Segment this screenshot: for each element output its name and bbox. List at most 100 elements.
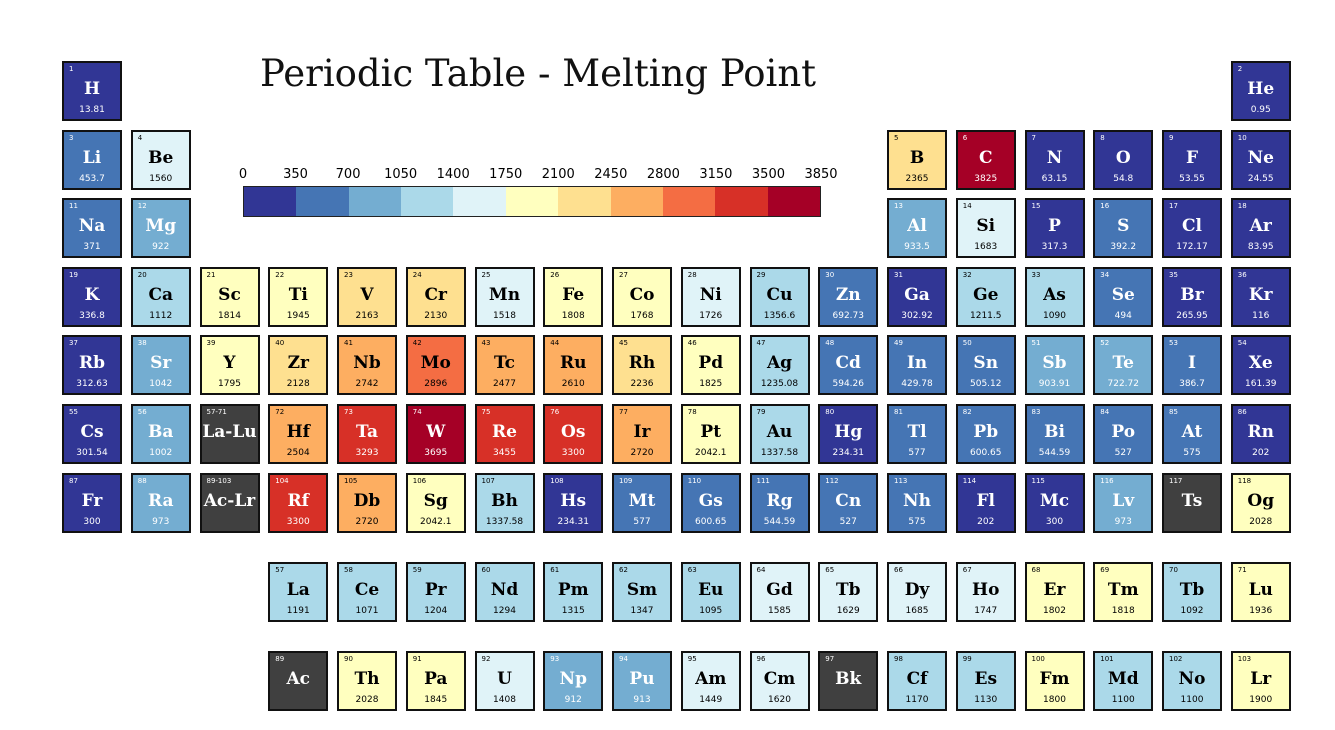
element-number: 29	[756, 270, 766, 279]
element-number: 23	[344, 270, 353, 279]
element-number: 7	[1031, 133, 1036, 142]
element-cell: 108 Hs 234.31	[543, 472, 604, 533]
element-symbol: Th	[354, 669, 380, 689]
element-melting-point: 1629	[836, 606, 860, 616]
element-number: 64	[756, 566, 766, 574]
element-number: 114	[962, 476, 977, 485]
element-cell: 56 Ba 1002	[130, 404, 191, 464]
element-symbol: Si	[976, 216, 996, 237]
element-melting-point: 3695	[424, 448, 448, 458]
element-symbol: Es	[974, 669, 998, 689]
element-number: 56	[137, 408, 147, 416]
element-symbol: Md	[1107, 669, 1139, 689]
element-cell: 65 Tb 1629	[818, 562, 879, 622]
element-number: 16	[1100, 202, 1110, 211]
colorbar-tick-label: 2800	[646, 167, 680, 182]
element-melting-point: 116	[1252, 310, 1270, 321]
element-symbol: Ce	[354, 580, 380, 600]
element-melting-point: 265.95	[1176, 310, 1208, 321]
element-cell: 83 Bi 544.59	[1024, 404, 1085, 464]
element-symbol: Db	[353, 490, 381, 511]
element-symbol: Fl	[976, 490, 996, 511]
element-melting-point: 1585	[768, 606, 791, 616]
element-cell: 44 Ru 2610	[543, 335, 604, 396]
element-number: 2	[1237, 65, 1243, 73]
element-cell: 10 Ne 24.55	[1230, 129, 1291, 190]
element-number: 97	[825, 655, 835, 663]
element-number: 12	[137, 202, 147, 211]
element-cell: 68 Er 1802	[1024, 562, 1085, 622]
element-number: 5	[894, 133, 899, 142]
element-number: 59	[412, 566, 422, 574]
element-cell: 30 Zn 692.73	[818, 266, 879, 327]
element-number: 90	[344, 655, 353, 663]
element-melting-point: 2504	[286, 448, 310, 458]
element-melting-point: 300	[1045, 516, 1064, 527]
element-melting-point: 1900	[1249, 695, 1273, 705]
element-symbol: V	[360, 284, 374, 305]
element-cell: 102 No 1100	[1162, 651, 1222, 711]
element-number: 39	[206, 339, 216, 348]
element-cell: 115 Mc 300	[1024, 472, 1085, 533]
element-cell: 50 Sn 505.12	[955, 335, 1016, 396]
element-melting-point: 1683	[974, 242, 998, 253]
element-symbol: Sr	[150, 353, 172, 374]
element-symbol: Ru	[560, 353, 587, 374]
element-cell: 93 Np 912	[543, 651, 604, 711]
element-number: 65	[825, 566, 835, 574]
element-number: 17	[1169, 202, 1178, 211]
element-melting-point: 594.26	[832, 379, 865, 390]
element-number: 100	[1031, 655, 1045, 663]
element-symbol: Gd	[766, 580, 793, 600]
element-cell: 61 Pm 1315	[543, 562, 604, 622]
element-melting-point: 1337.58	[485, 516, 524, 527]
element-cell: 12 Mg 922	[130, 198, 191, 259]
colorbar-swatch	[401, 187, 454, 216]
element-melting-point: 202	[1252, 448, 1270, 458]
element-number: 93	[550, 655, 560, 663]
element-cell: 59 Pr 1204	[405, 562, 466, 622]
element-number: 83	[1031, 408, 1041, 416]
element-symbol: Tm	[1107, 580, 1139, 600]
element-cell: 80 Hg 234.31	[818, 404, 879, 464]
element-symbol: Pm	[557, 580, 589, 600]
element-number: 28	[687, 270, 697, 279]
element-symbol: Cn	[835, 490, 862, 511]
element-cell: 85 At 575	[1162, 404, 1222, 464]
element-melting-point: 1802	[1043, 606, 1066, 616]
element-number: 50	[962, 339, 972, 348]
element-melting-point: 527	[839, 516, 857, 527]
element-melting-point: 429.78	[901, 379, 933, 390]
element-cell: 79 Au 1337.58	[749, 404, 810, 464]
element-symbol: Po	[1111, 422, 1136, 442]
element-melting-point: 1191	[286, 606, 310, 616]
element-number: 25	[481, 270, 491, 279]
element-cell: 21 Sc 1814	[199, 266, 260, 327]
element-cell: 29 Cu 1356.6	[749, 266, 810, 327]
element-melting-point: 544.59	[763, 516, 796, 527]
element-cell: 77 Ir 2720	[612, 404, 672, 464]
element-melting-point: 2896	[424, 379, 448, 390]
element-number: 34	[1100, 270, 1110, 279]
element-number: 95	[687, 655, 697, 663]
element-cell: 103 Lr 1900	[1230, 651, 1291, 711]
element-number: 61	[550, 566, 560, 574]
element-melting-point: 913	[633, 695, 651, 705]
element-cell: 95 Am 1449	[680, 651, 741, 711]
element-melting-point: 1315	[561, 606, 585, 616]
element-symbol: Am	[695, 669, 727, 689]
element-symbol: Gs	[698, 490, 723, 511]
element-cell: 17 Cl 172.17	[1162, 198, 1222, 259]
element-cell: 16 S 392.2	[1093, 198, 1154, 259]
element-symbol: Og	[1247, 490, 1275, 511]
element-melting-point: 2130	[424, 310, 448, 321]
element-symbol: Rn	[1247, 422, 1275, 442]
element-cell: 81 Tl 577	[887, 404, 947, 464]
element-symbol: Rf	[287, 490, 309, 511]
element-cell: 107 Bh 1337.58	[474, 472, 535, 533]
element-symbol: Ta	[355, 422, 379, 442]
element-cell: 54 Xe 161.39	[1230, 335, 1291, 396]
element-number: 101	[1100, 655, 1114, 663]
element-symbol: La-Lu	[202, 422, 257, 442]
element-number: 18	[1237, 202, 1247, 211]
